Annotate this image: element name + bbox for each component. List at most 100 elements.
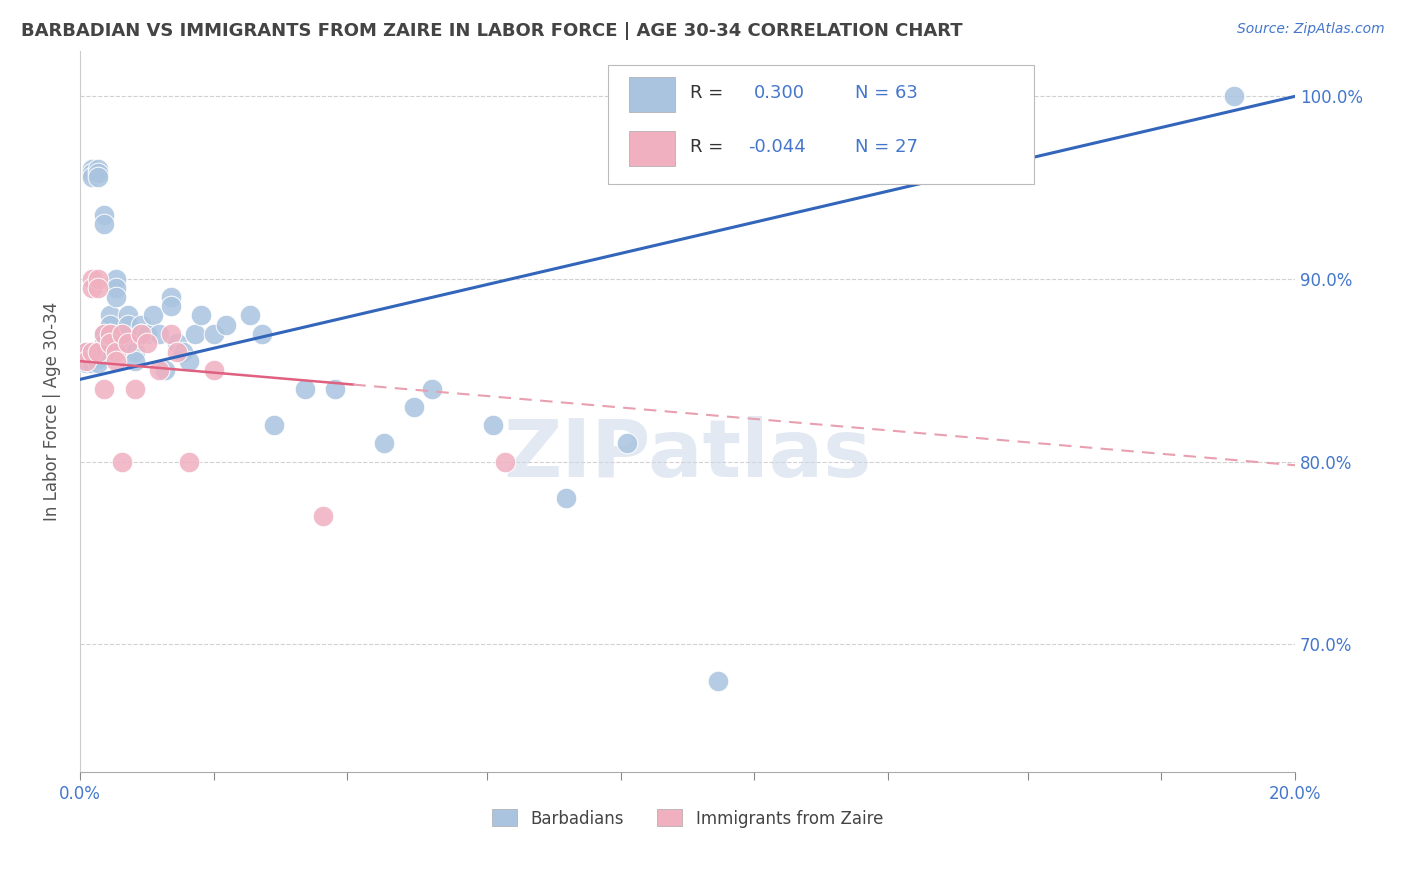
Point (80, 281, 103, 295)
Point (93, 326, 115, 341)
Point (87, 345, 110, 359)
Point (202, 363, 225, 377)
Point (98, 318, 121, 332)
Point (166, 335, 188, 350)
Point (93, 335, 115, 350)
Point (166, 345, 188, 359)
Point (555, 491, 578, 505)
Point (160, 299, 183, 313)
Point (129, 326, 152, 341)
Point (215, 318, 238, 332)
Point (75, 352, 97, 367)
Point (179, 454, 201, 468)
Point (616, 436, 638, 450)
Text: BARBADIAN VS IMMIGRANTS FROM ZAIRE IN LABOR FORCE | AGE 30-34 CORRELATION CHART: BARBADIAN VS IMMIGRANTS FROM ZAIRE IN LA… (21, 22, 963, 40)
Point (87, 345, 110, 359)
Point (111, 454, 134, 468)
Point (93, 326, 115, 341)
Point (135, 335, 157, 350)
Point (148, 363, 170, 377)
Point (111, 335, 134, 350)
Text: Source: ZipAtlas.com: Source: ZipAtlas.com (1237, 22, 1385, 37)
Point (179, 354, 201, 368)
Point (93, 382, 115, 396)
Point (160, 326, 183, 341)
Point (111, 326, 134, 341)
Point (124, 382, 146, 396)
Point (482, 418, 505, 433)
Point (105, 354, 128, 368)
Point (75, 349, 97, 363)
Point (93, 217, 115, 231)
Point (294, 382, 316, 396)
Point (80, 169, 103, 184)
Point (124, 345, 146, 359)
Point (323, 382, 346, 396)
Point (105, 290, 128, 304)
Text: ZIPatlas: ZIPatlas (503, 416, 872, 493)
Point (402, 400, 425, 414)
Point (105, 272, 128, 286)
Point (87, 352, 110, 367)
Point (420, 382, 443, 396)
Point (312, 509, 335, 524)
Text: R =: R = (690, 137, 723, 155)
Point (87, 281, 110, 295)
Point (135, 326, 157, 341)
Point (105, 281, 128, 295)
Point (80, 162, 103, 177)
Point (98, 335, 121, 350)
Point (75, 345, 97, 359)
Point (250, 326, 273, 341)
Point (93, 208, 115, 222)
Point (87, 272, 110, 286)
Point (87, 349, 110, 363)
Point (117, 318, 139, 332)
Point (75, 354, 97, 368)
Point (80, 272, 103, 286)
Point (111, 326, 134, 341)
Point (184, 326, 207, 341)
Point (87, 169, 110, 184)
Text: -0.044: -0.044 (748, 137, 806, 155)
Y-axis label: In Labor Force | Age 30-34: In Labor Force | Age 30-34 (44, 301, 60, 521)
Bar (628, 78, 675, 112)
Text: N = 27: N = 27 (855, 137, 918, 155)
Text: N = 63: N = 63 (855, 84, 918, 103)
Point (494, 454, 516, 468)
Point (129, 318, 152, 332)
Point (124, 354, 146, 368)
Text: R =: R = (690, 84, 723, 103)
Point (87, 166, 110, 180)
Point (117, 335, 139, 350)
Point (98, 326, 121, 341)
Point (75, 345, 97, 359)
Point (87, 356, 110, 370)
Point (117, 309, 139, 323)
Point (202, 326, 225, 341)
Point (707, 673, 730, 688)
Point (98, 309, 121, 323)
Point (87, 162, 110, 177)
Point (105, 345, 128, 359)
Point (80, 356, 103, 370)
Point (153, 363, 176, 377)
Point (172, 345, 194, 359)
Point (80, 349, 103, 363)
Point (80, 345, 103, 359)
Point (160, 290, 183, 304)
Point (75, 356, 97, 370)
Legend: Barbadians, Immigrants from Zaire: Barbadians, Immigrants from Zaire (484, 801, 891, 836)
Point (190, 309, 212, 323)
Point (98, 326, 121, 341)
Point (148, 326, 170, 341)
Point (373, 436, 395, 450)
Bar (628, 131, 675, 166)
FancyBboxPatch shape (609, 65, 1033, 184)
Point (93, 345, 115, 359)
Point (1223, 89, 1246, 103)
Point (80, 352, 103, 367)
Point (263, 418, 285, 433)
Point (142, 309, 165, 323)
Point (239, 309, 262, 323)
